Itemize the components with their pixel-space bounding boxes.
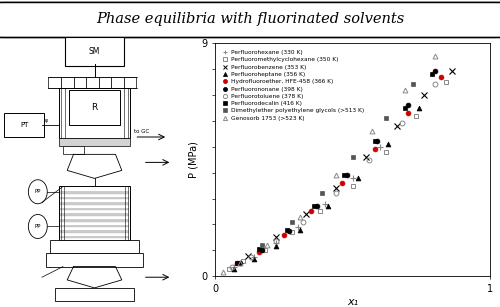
Bar [60,191,129,194]
Bar [63,146,84,154]
FancyBboxPatch shape [65,37,124,66]
Text: PP: PP [34,224,41,229]
Bar [50,240,138,253]
Text: Phase equilibria with fluorinated solvents: Phase equilibria with fluorinated solven… [96,12,404,26]
Bar [59,186,130,240]
Text: φ: φ [44,118,48,123]
Text: SM: SM [89,47,100,56]
Bar [48,77,61,87]
Bar [61,77,74,87]
FancyBboxPatch shape [0,2,500,37]
Bar [60,219,129,222]
FancyBboxPatch shape [70,90,119,125]
FancyBboxPatch shape [4,113,44,137]
Bar [98,77,112,87]
Bar [60,230,129,233]
Bar [86,77,99,87]
Text: to GC: to GC [134,129,150,134]
X-axis label: x₁: x₁ [347,297,358,307]
Bar [54,288,134,301]
Bar [60,225,129,227]
Bar [60,236,129,239]
Circle shape [28,215,47,239]
Y-axis label: P (MPa): P (MPa) [188,141,198,178]
Bar [112,77,124,87]
Bar [46,253,143,266]
Text: PP: PP [34,189,41,194]
Bar [60,208,129,211]
Legend: Perfluorohexane (330 K), Perfluoromethylcyclohexane (350 K), Perfluorobenzene (3: Perfluorohexane (330 K), Perfluoromethyl… [220,48,366,122]
Bar [59,87,130,138]
Circle shape [28,180,47,204]
Text: R: R [92,103,98,112]
Bar [60,196,129,199]
Bar [74,77,86,87]
Bar [60,202,129,205]
Bar [124,77,136,87]
Text: PT: PT [20,122,28,128]
Bar [59,138,130,146]
Bar [60,213,129,216]
